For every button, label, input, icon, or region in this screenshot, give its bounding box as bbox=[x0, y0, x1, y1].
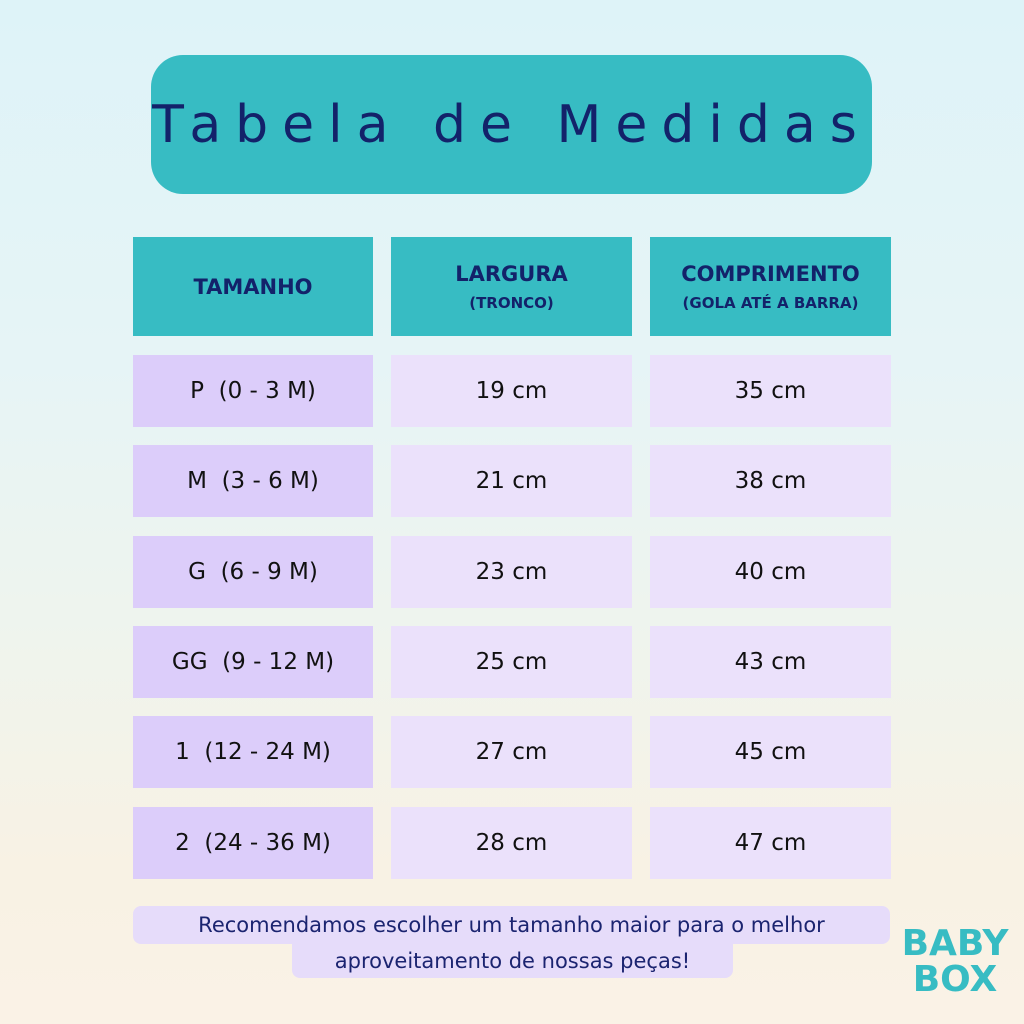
size-cell: 2 (24 - 36 M) bbox=[133, 807, 373, 879]
baby-box-logo: BABY BOX bbox=[896, 926, 1014, 998]
length-cell: 45 cm bbox=[650, 716, 891, 788]
size-cell: 1 (12 - 24 M) bbox=[133, 716, 373, 788]
header-label: LARGURA bbox=[455, 261, 568, 286]
note-line-1: Recomendamos escolher um tamanho maior p… bbox=[133, 906, 890, 944]
column-header: COMPRIMENTO (GOLA ATÉ A BARRA) bbox=[650, 237, 891, 336]
column-header: LARGURA (TRONCO) bbox=[391, 237, 632, 336]
logo-line-2: BOX bbox=[912, 959, 998, 1000]
width-cell: 28 cm bbox=[391, 807, 632, 879]
size-cell: GG (9 - 12 M) bbox=[133, 626, 373, 698]
length-cell: 40 cm bbox=[650, 536, 891, 608]
size-cell: M (3 - 6 M) bbox=[133, 445, 373, 517]
width-cell: 21 cm bbox=[391, 445, 632, 517]
length-cell: 38 cm bbox=[650, 445, 891, 517]
header-label: TAMANHO bbox=[193, 274, 313, 299]
page-title: Tabela de Medidas bbox=[151, 55, 872, 194]
header-sublabel: (GOLA ATÉ A BARRA) bbox=[682, 293, 859, 312]
width-cell: 19 cm bbox=[391, 355, 632, 427]
size-cell: P (0 - 3 M) bbox=[133, 355, 373, 427]
width-cell: 23 cm bbox=[391, 536, 632, 608]
width-cell: 27 cm bbox=[391, 716, 632, 788]
header-sublabel: (TRONCO) bbox=[469, 293, 554, 312]
width-cell: 25 cm bbox=[391, 626, 632, 698]
note-line-2: aproveitamento de nossas peças! bbox=[292, 944, 733, 978]
column-header: TAMANHO bbox=[133, 237, 373, 336]
header-label: COMPRIMENTO bbox=[681, 261, 860, 286]
length-cell: 35 cm bbox=[650, 355, 891, 427]
size-cell: G (6 - 9 M) bbox=[133, 536, 373, 608]
length-cell: 43 cm bbox=[650, 626, 891, 698]
length-cell: 47 cm bbox=[650, 807, 891, 879]
logo-line-1: BABY bbox=[901, 923, 1009, 964]
